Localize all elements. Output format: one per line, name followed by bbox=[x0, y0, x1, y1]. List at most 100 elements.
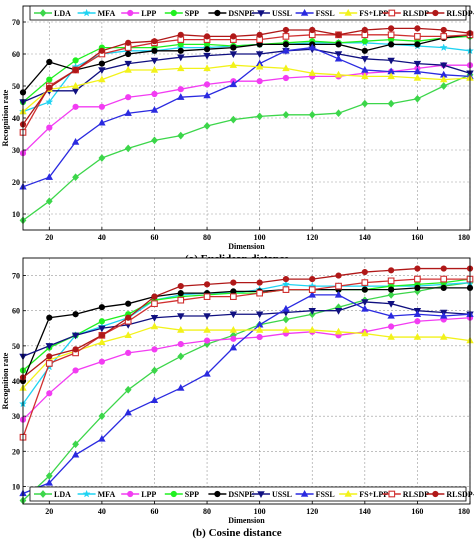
legend-item-spp: SPP bbox=[164, 490, 199, 499]
y-tick-label: 20 bbox=[12, 178, 20, 187]
data-point bbox=[71, 137, 80, 145]
data-point bbox=[125, 349, 132, 356]
legend-label: FS+LPP bbox=[359, 9, 388, 18]
data-point bbox=[98, 67, 106, 75]
y-tick-label: 20 bbox=[12, 447, 20, 456]
data-point bbox=[439, 62, 448, 70]
data-point bbox=[124, 60, 132, 68]
data-point bbox=[203, 33, 211, 40]
legend-label: LDA bbox=[54, 490, 71, 499]
data-point bbox=[203, 337, 211, 344]
data-point bbox=[151, 47, 158, 54]
data-point bbox=[335, 109, 342, 118]
data-point bbox=[308, 69, 316, 76]
data-point bbox=[151, 38, 158, 45]
y-tick-label: 70 bbox=[12, 272, 20, 281]
legend-item-fs-lpp: FS+LPP bbox=[339, 489, 388, 499]
legend-item-lpp: LPP bbox=[121, 490, 156, 499]
x-tick-label: 100 bbox=[254, 233, 266, 242]
legend-item-rlsdp-fs: RLSDP-FS bbox=[426, 9, 474, 18]
data-point bbox=[72, 173, 79, 182]
data-point bbox=[150, 322, 159, 330]
data-point bbox=[308, 43, 316, 51]
legend-item-dsnpe: DSNPE bbox=[208, 9, 255, 18]
data-point bbox=[439, 333, 448, 340]
series-line bbox=[22, 34, 471, 93]
legend-label: LDA bbox=[54, 9, 71, 18]
series-fssl bbox=[19, 290, 474, 497]
chart-euclidean: 20 40 60 80 100 120 140 160 180 10 20 30 40 50 60 70 Dim… bbox=[1, 5, 474, 265]
data-point bbox=[45, 343, 54, 350]
data-point bbox=[203, 46, 211, 53]
data-point bbox=[414, 284, 421, 291]
y-tick-label: 10 bbox=[12, 210, 20, 219]
y-tick-label: 30 bbox=[12, 412, 20, 421]
data-point bbox=[177, 341, 184, 348]
data-point bbox=[151, 90, 158, 98]
data-point bbox=[150, 57, 159, 65]
data-point bbox=[151, 136, 158, 145]
data-point bbox=[387, 300, 395, 308]
series-line bbox=[22, 317, 471, 421]
x-axis-label: Dimension bbox=[228, 516, 265, 525]
data-point bbox=[151, 293, 158, 300]
data-point bbox=[203, 369, 211, 377]
legend-label: FSSL bbox=[316, 490, 335, 499]
legend-swatch-marker bbox=[170, 490, 177, 498]
data-point bbox=[361, 268, 368, 276]
x-tick-label: 80 bbox=[203, 507, 211, 516]
legend-item-rlsdp: RLSDP bbox=[382, 9, 429, 18]
chart-caption: (b) Cosine distance bbox=[192, 527, 281, 539]
data-point bbox=[387, 72, 395, 80]
data-point bbox=[387, 311, 395, 319]
legend-item-lpp: LPP bbox=[121, 9, 156, 18]
legend-item-mfa: MFA bbox=[77, 8, 115, 18]
data-point bbox=[413, 60, 422, 68]
data-point bbox=[439, 43, 448, 51]
legend-label: MFA bbox=[98, 490, 116, 499]
x-tick-label: 60 bbox=[150, 507, 158, 516]
legend-swatch-marker bbox=[388, 490, 396, 498]
legend-swatch-marker bbox=[388, 9, 396, 17]
x-tick-label: 80 bbox=[203, 233, 211, 242]
x-tick-label: 180 bbox=[458, 233, 470, 242]
legend-label: DSNPE bbox=[228, 9, 254, 18]
data-point bbox=[334, 51, 343, 59]
data-point bbox=[177, 93, 185, 100]
legend-swatch-marker bbox=[300, 489, 309, 497]
data-point bbox=[151, 346, 158, 353]
legend-swatch-marker bbox=[300, 8, 309, 16]
data-point bbox=[387, 277, 395, 285]
legend-label: LPP bbox=[141, 9, 156, 18]
legend-label: FSSL bbox=[316, 9, 335, 18]
legend-label: RLSDP bbox=[403, 490, 429, 499]
data-point bbox=[282, 33, 290, 40]
data-point bbox=[335, 282, 342, 290]
data-point bbox=[255, 62, 264, 70]
data-point bbox=[229, 51, 238, 59]
data-point bbox=[98, 318, 105, 325]
data-point bbox=[151, 366, 158, 375]
x-tick-label: 20 bbox=[45, 507, 53, 516]
data-point bbox=[177, 296, 185, 304]
data-point bbox=[335, 41, 342, 48]
data-point bbox=[282, 46, 290, 54]
series-line bbox=[22, 48, 471, 103]
data-point bbox=[414, 94, 421, 103]
data-point bbox=[414, 275, 421, 283]
data-point bbox=[282, 74, 290, 82]
data-point bbox=[177, 86, 184, 93]
data-point bbox=[281, 280, 290, 288]
legend-item-dsnpe: DSNPE bbox=[208, 490, 255, 499]
legend-label: RLSDP-FS bbox=[446, 9, 474, 18]
data-point bbox=[125, 94, 132, 101]
data-point bbox=[387, 31, 395, 39]
data-point bbox=[98, 332, 105, 339]
data-point bbox=[230, 279, 237, 286]
legend-swatch-marker bbox=[39, 490, 47, 498]
data-point bbox=[46, 76, 53, 83]
data-point bbox=[230, 33, 237, 40]
data-point bbox=[177, 384, 185, 391]
data-point bbox=[440, 265, 447, 272]
data-point bbox=[150, 105, 159, 113]
